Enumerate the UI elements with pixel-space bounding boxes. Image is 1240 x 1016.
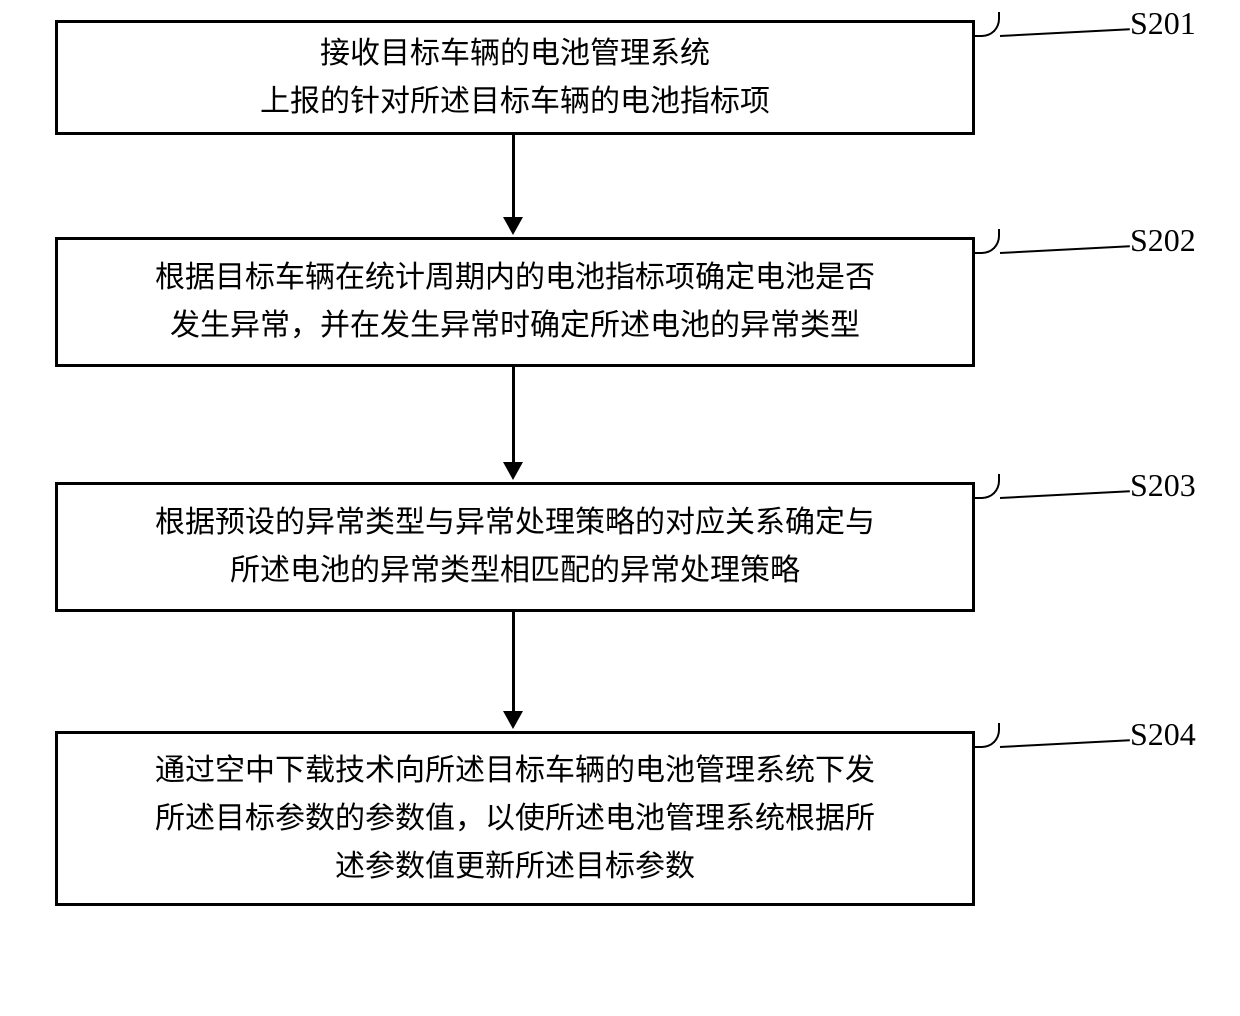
flowchart-node-s203: 根据预设的异常类型与异常处理策略的对应关系确定与 所述电池的异常类型相匹配的异常… [55,482,975,612]
flowchart-node-s202: 根据目标车辆在统计周期内的电池指标项确定电池是否 发生异常，并在发生异常时确定所… [55,237,975,367]
flowchart-node-s204: 通过空中下载技术向所述目标车辆的电池管理系统下发 所述目标参数的参数值，以使所述… [55,731,975,906]
node-text-line: 接收目标车辆的电池管理系统 [260,30,770,78]
node-label-s202: S202 [1130,222,1196,259]
flowchart-container: 接收目标车辆的电池管理系统 上报的针对所述目标车辆的电池指标项 S201 根据目… [0,0,1240,1016]
arrow [512,612,515,711]
arrow-head [503,217,523,235]
arrow-head [503,462,523,480]
node-text-line: 所述电池的异常类型相匹配的异常处理策略 [155,547,875,595]
arrow [512,367,515,462]
node-text-line: 发生异常，并在发生异常时确定所述电池的异常类型 [155,302,875,350]
node-text-line: 述参数值更新所述目标参数 [155,843,875,891]
arrow [512,135,515,217]
node-text-line: 上报的针对所述目标车辆的电池指标项 [260,78,770,126]
node-label-s201: S201 [1130,5,1196,42]
node-text-line: 根据目标车辆在统计周期内的电池指标项确定电池是否 [155,254,875,302]
flowchart-node-s201: 接收目标车辆的电池管理系统 上报的针对所述目标车辆的电池指标项 [55,20,975,135]
node-text-line: 根据预设的异常类型与异常处理策略的对应关系确定与 [155,499,875,547]
node-label-s204: S204 [1130,716,1196,753]
node-text-line: 通过空中下载技术向所述目标车辆的电池管理系统下发 [155,747,875,795]
node-label-s203: S203 [1130,467,1196,504]
node-text-line: 所述目标参数的参数值，以使所述电池管理系统根据所 [155,795,875,843]
arrow-head [503,711,523,729]
